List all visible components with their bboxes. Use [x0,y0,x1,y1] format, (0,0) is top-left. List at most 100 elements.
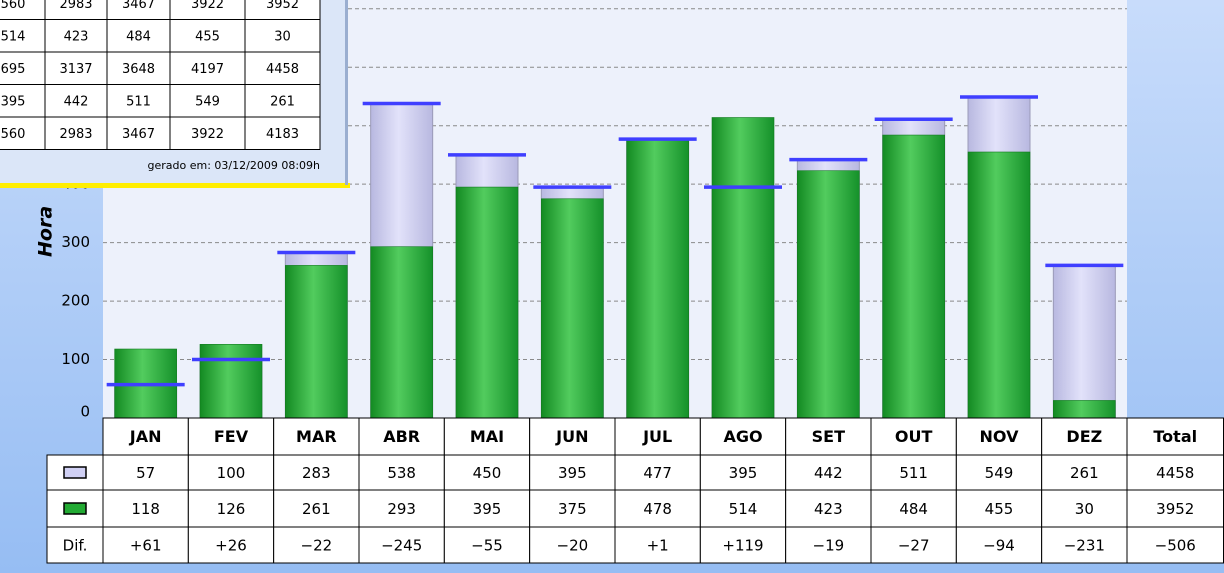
table-text: AGO [723,427,762,446]
overlay-note: gerado em: 03/12/2009 08:09h [148,159,321,172]
table-cell [358,526,445,564]
overlay-text: 4183 [266,127,299,142]
overlay-cell [106,19,171,53]
table-cell [1126,526,1224,564]
overlay-text: 30 [274,29,291,44]
table-text: FEV [214,427,249,446]
overlay-text: 514 [1,29,26,44]
overlay-text: 484 [126,29,151,44]
table-text: +1 [647,537,669,555]
table-text: −245 [381,537,422,555]
table-text: −20 [557,537,589,555]
table-text: SET [812,427,845,446]
table-text: 293 [387,500,416,518]
table-text: 375 [558,500,587,518]
table-cell [955,417,1043,456]
table-cell [955,489,1043,528]
overlay-panel: gerado em: 03/12/2009 08:09h 560 2983 3467… [0,0,350,188]
actual-bar [1053,400,1116,419]
table-text: MAI [470,427,504,446]
table-text: 261 [1070,464,1099,482]
overlay-text: 4458 [266,62,299,77]
table-text: −27 [898,537,930,555]
table-text: 57 [136,464,155,482]
overlay-text: 261 [270,94,295,109]
table-cell [785,489,872,528]
table-cell [273,489,360,528]
legend-swatch [63,466,87,479]
overlay-text: 423 [64,29,89,44]
table-text: −22 [301,537,333,555]
table-cell [614,454,701,491]
actual-bar [711,117,775,419]
overlay-text: 3648 [122,62,155,77]
table-text: 450 [473,464,502,482]
table-cell [614,526,701,564]
table-cell [785,526,872,564]
overlay-cell [169,116,246,150]
actual-bar [199,344,263,419]
overlay-cell [106,116,171,150]
table-cell [443,489,531,528]
table-cell [102,417,189,456]
table-text: MAR [296,427,337,446]
table-text: −55 [471,537,503,555]
table-cell [614,417,701,456]
table-text: 538 [387,464,416,482]
table-text: 283 [302,464,331,482]
overlay-cell [44,84,108,118]
table-text: 3952 [1156,500,1194,518]
table-text: NOV [980,427,1020,446]
table-cell [955,526,1043,564]
table-text: 477 [643,464,672,482]
table-text: 261 [302,500,331,518]
overlay-cell [0,51,46,85]
table-text: −231 [1064,537,1105,555]
table-text: 100 [217,464,246,482]
overlay-text: 3922 [191,127,224,142]
overlay-text: 455 [195,29,220,44]
table-text: −94 [983,537,1015,555]
y-axis-title: Hora [35,206,57,257]
table-cell [870,417,957,456]
table-text: Dif. [63,537,88,555]
overlay-text: 442 [64,94,89,109]
table-cell [1041,417,1128,456]
table-text: 442 [814,464,843,482]
actual-bar [626,138,689,419]
table-cell [187,454,275,491]
overlay-text: 395 [1,94,26,109]
legend-swatch [63,502,87,515]
overlay-cell [244,51,321,85]
table-text: 484 [899,500,928,518]
overlay-text: 2983 [59,0,92,12]
y-tick-label: 0 [80,403,90,421]
table-text: +26 [215,537,247,555]
y-tick-label: 300 [61,233,90,251]
table-cell [699,526,787,564]
table-cell [1126,454,1224,491]
y-tick-label: 200 [61,292,90,310]
table-cell [529,454,616,491]
overlay-text: 511 [126,94,151,109]
table-text: 118 [131,500,160,518]
actual-bar [455,186,519,419]
overlay-border [0,183,350,188]
table-text: OUT [895,427,933,446]
actual-bar [285,265,348,419]
table-text: 478 [643,500,672,518]
planned-bar [1052,264,1116,419]
table-text: ABR [383,427,420,446]
table-cell [46,526,104,564]
table-text: JUN [555,427,588,446]
table-text: 395 [558,464,587,482]
table-text: 126 [217,500,246,518]
table-cell [1041,526,1128,564]
table-text: DEZ [1066,427,1102,446]
overlay-text: 2983 [59,127,92,142]
overlay-text: 695 [1,62,26,77]
table-text: −19 [813,537,845,555]
table-cell [102,526,189,564]
table-text: 423 [814,500,843,518]
